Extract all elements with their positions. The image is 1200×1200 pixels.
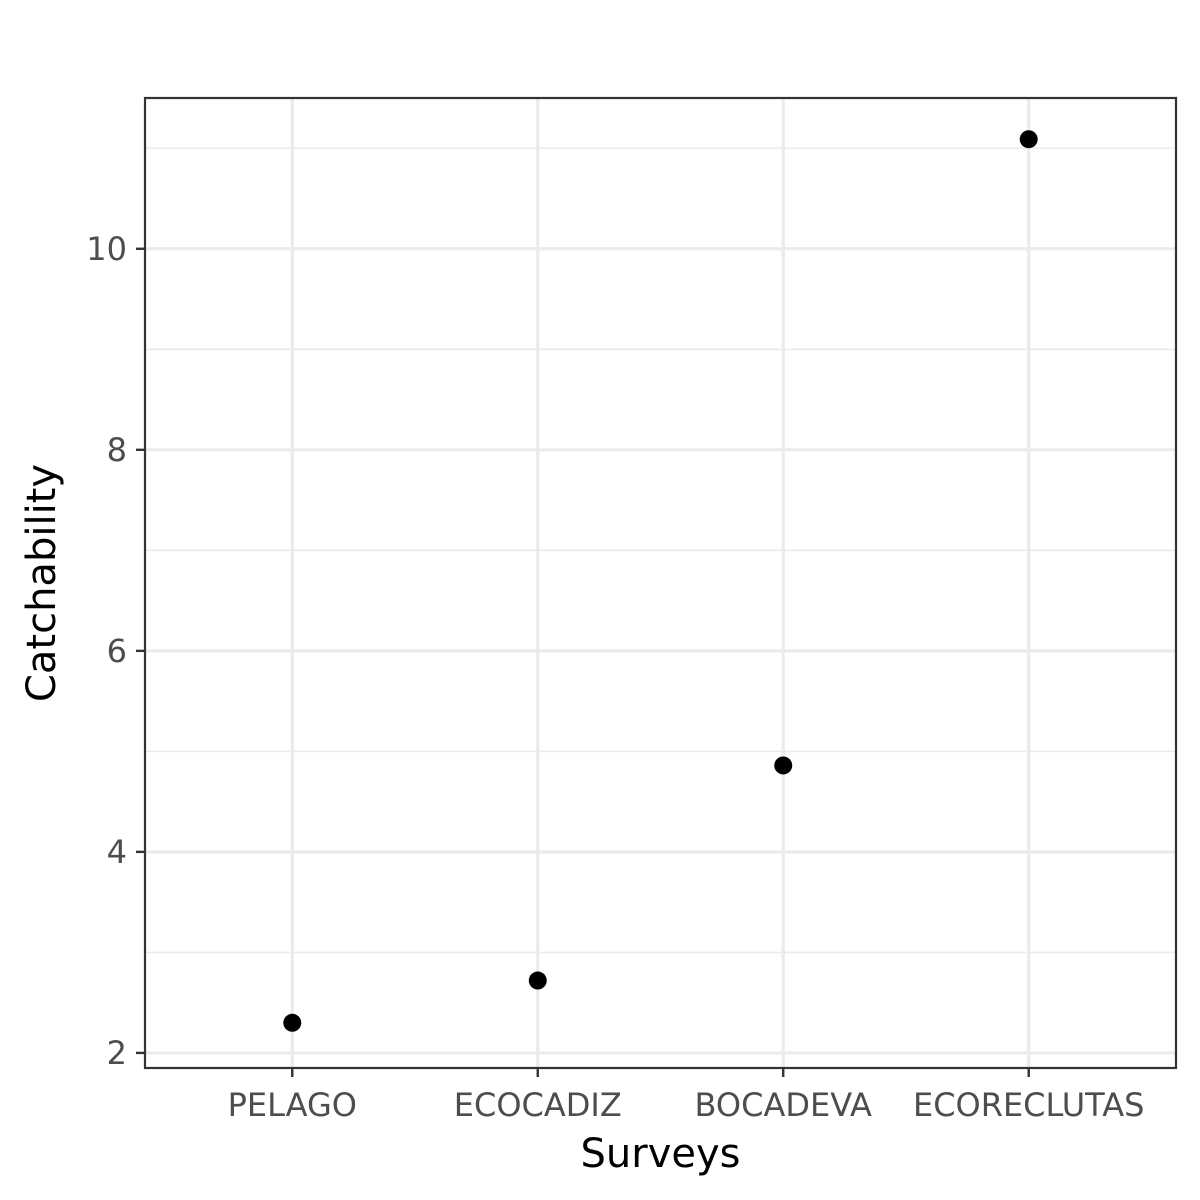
data-point (1019, 130, 1038, 149)
y-axis-title: Catchability (19, 464, 65, 702)
minor-gridlines (145, 147, 1176, 954)
panel-border (143, 96, 1178, 1070)
x-tick-label: ECOCADIZ (454, 1086, 622, 1124)
y-tick-label: 8 (107, 431, 127, 469)
x-tick-label: BOCADEVA (695, 1086, 873, 1124)
y-tick-label: 6 (107, 632, 127, 670)
y-tick-label: 10 (86, 230, 127, 268)
data-point (283, 1013, 302, 1032)
y-axis: 2 4 6 8 10 (86, 230, 145, 1072)
x-axis-title: Surveys (581, 1131, 741, 1177)
data-points (283, 130, 1038, 1032)
x-axis: PELAGO ECOCADIZ BOCADEVA ECORECLUTAS (228, 1068, 1144, 1124)
x-tick-label: ECORECLUTAS (913, 1086, 1144, 1124)
y-tick-label: 2 (107, 1034, 127, 1072)
data-point (774, 756, 793, 775)
x-tick-label: PELAGO (228, 1086, 357, 1124)
major-gridlines (145, 98, 1176, 1068)
y-tick-label: 4 (107, 833, 127, 871)
data-point (528, 971, 547, 990)
